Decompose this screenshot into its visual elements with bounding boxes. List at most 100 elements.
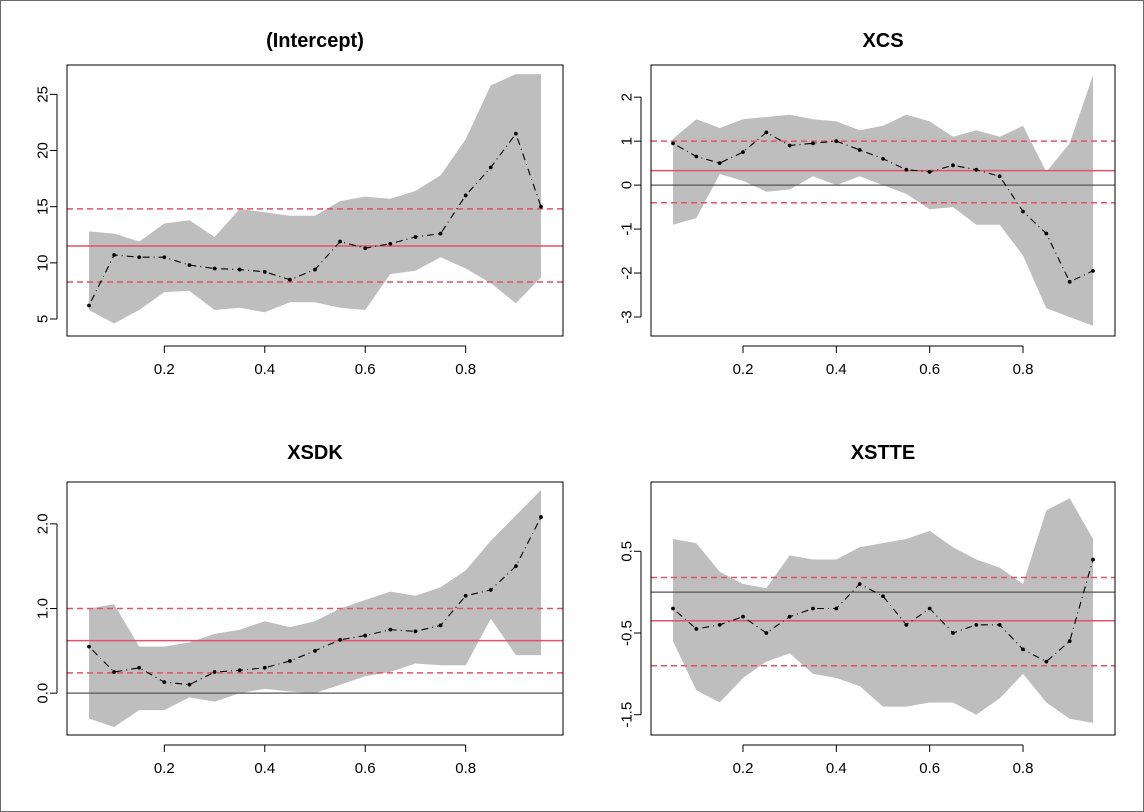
estimate-point [834,139,839,144]
estimate-point [717,622,722,627]
estimate-point [1091,268,1095,273]
estimate-point [388,241,393,246]
estimate-point [834,606,839,611]
confidence-band [673,498,1093,723]
estimate-point [881,156,885,161]
estimate-point [997,174,1002,179]
x-tick-label: 0.8 [1013,760,1034,777]
panel-title: XSTTE [851,442,915,464]
estimate-point [212,266,217,271]
estimate-point [539,204,543,209]
estimate-point [287,277,292,282]
estimate-point [513,131,518,136]
x-tick-label: 0.6 [919,361,940,378]
estimate-point [363,246,368,251]
estimate-point [904,622,909,627]
panel-4: XSTTE 0.2 0.4 0.6 0.8 -1.5 -0.5 0.5 [619,442,1116,777]
estimate-point [237,668,242,673]
estimate-point [488,165,493,170]
x-tick-label: 0.8 [455,760,476,777]
estimate-point [87,644,91,649]
estimate-point [262,665,267,670]
estimate-point [162,680,167,685]
x-tick-label: 0.6 [919,760,940,777]
x-tick-label: 0.6 [355,760,376,777]
y-tick-label: -0.5 [619,620,636,646]
plot-frame [66,64,564,337]
panel-title: XCS [862,30,903,52]
estimate-point [1044,659,1049,664]
estimate-point [187,682,192,687]
plot-frame [650,481,1116,736]
estimate-point [974,622,979,627]
estimate-point [488,587,493,592]
estimate-point [951,163,955,168]
estimate-point [187,263,192,267]
estimate-point [112,253,117,257]
estimate-point [112,670,117,674]
x-tick-label: 0.2 [154,361,175,378]
estimate-point [438,231,443,236]
estimate-point [1067,279,1072,284]
estimate-point [881,594,885,599]
x-tick-label: 0.8 [455,361,476,378]
y-tick-label: -1.5 [619,702,636,728]
estimate-point [694,627,699,631]
estimate-point [741,614,745,619]
estimate-point [287,659,292,663]
x-tick-label: 0.4 [826,361,847,378]
estimate-point [313,267,317,272]
estimate-point [87,303,91,308]
estimate-point [162,255,167,260]
x-tick-label: 0.4 [254,361,275,378]
estimate-point [363,633,368,638]
estimate-point [811,141,815,146]
estimate-point [338,239,343,244]
estimate-point [741,150,745,155]
panel-title: XSDK [287,442,343,464]
estimate-point [764,130,769,135]
y-tick-label: 0.0 [35,683,52,704]
panel-2: XCS 0.2 0.4 0.6 0.8 -3 -2 -1 0 1 2 [619,30,1116,378]
estimate-point [137,665,142,670]
y-tick-label: 20 [35,142,52,159]
panel-1: (Intercept) 0.2 0.4 0.6 0.8 5 10 15 20 25 [35,30,564,378]
estimate-point [904,167,909,172]
y-tick-label: 10 [35,255,52,272]
estimate-point [463,593,468,598]
estimate-point [1021,209,1025,214]
estimate-point [413,629,418,634]
estimate-point [671,141,675,146]
estimate-point [212,670,217,674]
estimate-point [787,143,792,148]
y-tick-label: 2 [619,93,636,101]
plot-frame [66,481,564,736]
x-tick-label: 0.2 [154,760,175,777]
estimate-point [338,637,343,642]
estimate-point [787,614,792,619]
estimate-point [1067,639,1072,644]
estimate-point [671,606,675,611]
confidence-band [89,490,541,727]
estimate-point [438,623,443,628]
y-tick-label: 25 [35,86,52,103]
y-tick-label: 0.5 [619,541,636,562]
estimate-point [927,170,932,174]
y-tick-label: -1 [619,222,636,235]
confidence-band [89,74,541,324]
estimate-point [811,606,815,611]
estimate-point [974,167,979,172]
estimate-point [388,627,393,632]
estimate-point [313,648,317,653]
y-tick-label: 15 [35,198,52,215]
y-tick-label: -2 [619,266,636,279]
x-tick-label: 0.2 [733,361,754,378]
plot-frame [650,64,1116,337]
estimate-point [262,269,267,274]
estimate-point [764,631,769,635]
estimate-point [463,193,468,198]
y-tick-label: 2.0 [35,513,52,534]
x-tick-label: 0.8 [1013,361,1034,378]
y-tick-label: -3 [619,310,636,323]
